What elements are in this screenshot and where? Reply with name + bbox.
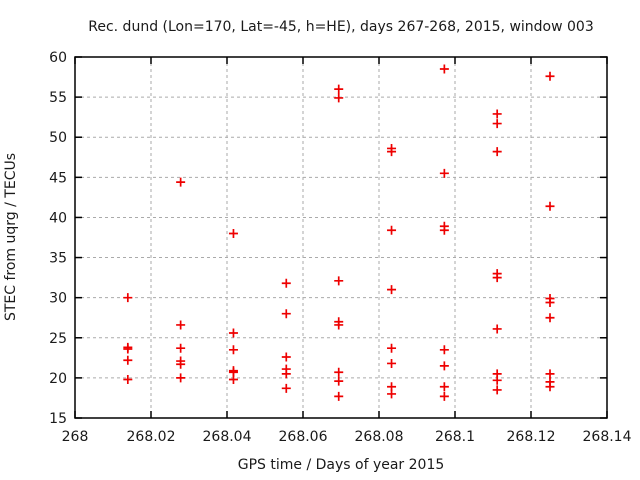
data-point-marker (492, 109, 502, 119)
data-point-marker (334, 276, 344, 286)
data-point-marker (334, 84, 344, 94)
data-point-marker (545, 313, 555, 323)
data-point-marker (176, 320, 186, 330)
data-point-marker (123, 344, 133, 354)
data-point-marker (228, 228, 238, 238)
data-point-marker (439, 168, 449, 178)
data-point-marker (492, 119, 502, 129)
data-point-marker (545, 297, 555, 307)
data-point-marker (492, 147, 502, 157)
x-tick-label: 268.14 (583, 429, 632, 445)
data-point-marker (387, 389, 397, 399)
y-tick-label: 50 (49, 130, 67, 146)
data-point-marker (228, 328, 238, 338)
data-point-marker (387, 358, 397, 368)
data-point-marker (123, 355, 133, 365)
x-tick-label: 268.04 (203, 429, 252, 445)
data-point-marker (545, 369, 555, 379)
y-tick-label: 20 (49, 371, 67, 387)
data-point-marker (334, 367, 344, 377)
x-axis-label: GPS time / Days of year 2015 (237, 457, 445, 473)
data-point-marker (439, 391, 449, 401)
y-tick-label: 45 (49, 170, 67, 186)
data-point-marker (545, 71, 555, 81)
data-point-marker (176, 177, 186, 187)
chart-title: Rec. dund (Lon=170, Lat=-45, h=HE), days… (88, 19, 594, 35)
data-point-marker (387, 285, 397, 295)
data-point-marker (123, 293, 133, 303)
data-point-marker (439, 345, 449, 355)
y-tick-label: 40 (49, 210, 67, 226)
plot-border (74, 56, 608, 419)
data-point-marker (439, 225, 449, 235)
data-point-marker (387, 225, 397, 235)
data-point-marker (387, 343, 397, 353)
data-point-marker (545, 201, 555, 211)
x-tick-label: 268.08 (355, 429, 404, 445)
x-tick-label: 268.12 (507, 429, 556, 445)
data-point-marker (281, 309, 291, 319)
y-tick-label: 25 (49, 331, 67, 347)
data-point-marker (176, 373, 186, 383)
data-point-marker (492, 385, 502, 395)
y-tick-label: 35 (49, 251, 67, 267)
x-tick-label: 268 (62, 429, 89, 445)
data-point-marker (281, 369, 291, 379)
data-point-marker (228, 374, 238, 384)
y-tick-label: 30 (49, 291, 67, 307)
y-tick-label: 55 (49, 90, 67, 106)
data-point-marker (439, 64, 449, 74)
data-point-marker (492, 324, 502, 334)
y-tick-label: 15 (49, 411, 67, 427)
x-tick-label: 268.06 (279, 429, 328, 445)
data-point-marker (228, 345, 238, 355)
y-tick-label: 60 (49, 50, 67, 66)
data-point-marker (439, 361, 449, 371)
x-tick-label: 268.1 (435, 429, 475, 445)
data-point-marker (334, 376, 344, 386)
data-point-marker (492, 375, 502, 385)
data-point-marker (545, 382, 555, 392)
data-point-marker (281, 352, 291, 362)
data-point-marker (492, 273, 502, 283)
data-point-marker (334, 320, 344, 330)
data-point-marker (123, 374, 133, 384)
data-point-marker (176, 359, 186, 369)
data-point-marker (176, 343, 186, 353)
x-tick-label: 268.02 (127, 429, 176, 445)
data-point-marker (281, 383, 291, 393)
data-point-marker (387, 147, 397, 157)
data-point-marker (281, 278, 291, 288)
data-point-marker (439, 382, 449, 392)
data-point-marker (334, 93, 344, 103)
data-point-marker (334, 391, 344, 401)
